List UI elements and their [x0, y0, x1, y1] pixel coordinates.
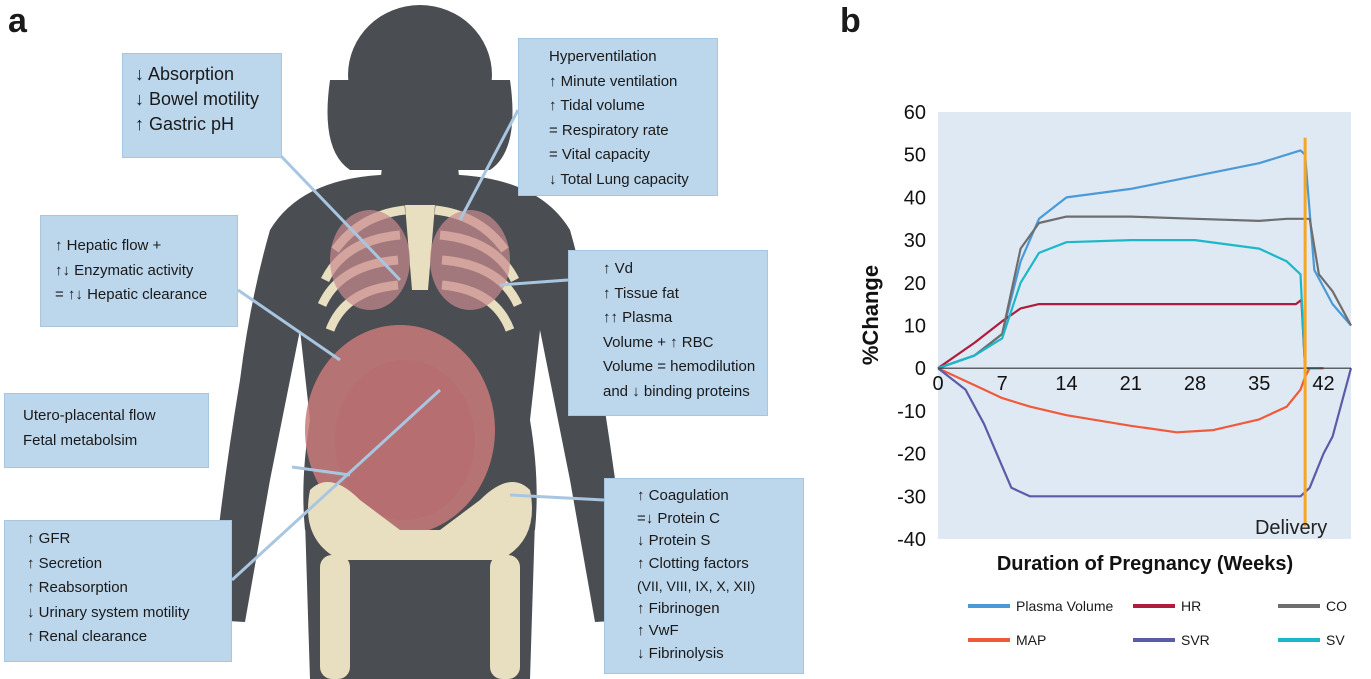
sternum: [405, 205, 435, 290]
gi-box: ↓ Absorption ↓ Bowel motility ↑ Gastric …: [122, 53, 282, 158]
x-tick-label: 35: [1248, 373, 1270, 395]
hepatic-box: ↑ Hepatic flow + ↑↓ Enzymatic activity =…: [40, 215, 238, 327]
y-tick-label: 30: [904, 230, 926, 252]
coagulation-box: ↑ Coagulation =↓ Protein C ↓ Protein S ↑…: [604, 478, 804, 674]
y-tick-label: 10: [904, 316, 926, 338]
femur-left: [320, 555, 350, 679]
legend-label: HR: [1181, 598, 1202, 614]
legend-label: SV: [1326, 632, 1345, 648]
legend-item: SVR: [1133, 632, 1210, 648]
series-line-map: [937, 367, 1324, 434]
legend-item: Plasma Volume: [968, 598, 1113, 614]
femur-right: [490, 555, 520, 679]
legend-swatch: [1278, 638, 1320, 642]
hemodynamic-chart: 60 50 40 30 20 10 0 -10 -20 -30 -40 0 7 14 21 28 35 42 D…: [858, 102, 1353, 575]
legend-swatch: [968, 638, 1010, 642]
y-axis-ticks: 60 50 40 30 20 10 0 -10 -20 -30 -40: [897, 102, 926, 551]
legend-swatch: [1133, 638, 1175, 642]
y-tick-label: -30: [897, 486, 926, 508]
legend-label: CO: [1326, 598, 1347, 614]
delivery-label: Delivery: [1255, 517, 1327, 539]
y-tick-label: -10: [897, 401, 926, 423]
x-tick-label: 7: [997, 373, 1008, 395]
y-tick-label: 20: [904, 273, 926, 295]
x-tick-label: 42: [1312, 373, 1334, 395]
legend-swatch: [1133, 604, 1175, 608]
panel-letter-a: a: [8, 2, 27, 40]
lungs: [330, 210, 410, 310]
panel-letter-b: b: [840, 2, 861, 40]
distribution-volume-box: ↑ Vd ↑ Tissue fat ↑↑ Plasma Volume + ↑ R…: [568, 250, 768, 416]
plot-background: [938, 112, 1351, 539]
legend-label: MAP: [1016, 632, 1047, 648]
legend-item: MAP: [968, 632, 1046, 648]
x-axis-ticks: 0 7 14 21 28 35 42: [932, 373, 1334, 395]
y-tick-label: 0: [915, 358, 926, 380]
utero-placental-box: Utero-placental flow Fetal metabolsim: [4, 393, 209, 468]
y-axis-label: %Change: [858, 265, 883, 365]
connector-lines: [230, 109, 605, 582]
legend-swatch: [1278, 604, 1320, 608]
series-line-co: [937, 215, 1352, 370]
y-tick-label: -40: [897, 529, 926, 551]
y-tick-label: 50: [904, 145, 926, 167]
x-tick-label: 14: [1055, 373, 1077, 395]
anatomy-illustration: [210, 5, 630, 679]
y-tick-label: 60: [904, 102, 926, 124]
series-line-svr: [937, 367, 1353, 498]
x-tick-label: 28: [1184, 373, 1206, 395]
x-tick-label: 21: [1120, 373, 1142, 395]
legend-label: Plasma Volume: [1016, 598, 1114, 614]
legend-item: SV: [1278, 632, 1345, 648]
pelvis: [308, 482, 532, 560]
x-axis-label: Duration of Pregnancy (Weeks): [997, 553, 1293, 575]
legend-swatch: [968, 604, 1010, 608]
renal-box: ↑ GFR ↑ Secretion ↑ Reabsorption ↓ Urina…: [4, 520, 232, 662]
legend-item: HR: [1133, 598, 1201, 614]
x-tick-label: 0: [932, 373, 943, 395]
legend-item: CO: [1278, 598, 1347, 614]
y-tick-label: -20: [897, 444, 926, 466]
respiratory-box: Hyperventilation ↑ Minute ventilation ↑ …: [518, 38, 718, 196]
y-tick-label: 40: [904, 187, 926, 209]
legend-label: SVR: [1181, 632, 1210, 648]
